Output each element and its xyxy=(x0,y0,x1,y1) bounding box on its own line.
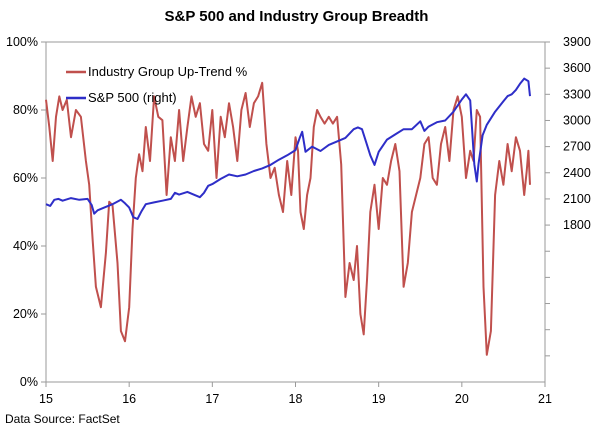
left-tick-label: 60% xyxy=(13,171,38,185)
right-tick-label: 1800 xyxy=(563,218,591,232)
x-tick-label: 21 xyxy=(538,392,552,406)
legend: Industry Group Up-Trend % S&P 500 (right… xyxy=(66,64,248,105)
right-tick-label: 3000 xyxy=(563,113,591,127)
series-layer xyxy=(45,77,531,356)
right-tick-label: 2100 xyxy=(563,192,591,206)
x-tick-label: 17 xyxy=(205,392,219,406)
legend-label-sp500: S&P 500 (right) xyxy=(88,90,177,105)
source-note: Data Source: FactSet xyxy=(5,412,120,426)
right-axis: 1800 2100 2400 2700 3000 3300 3600 3900 xyxy=(545,35,591,357)
left-tick-label: 100% xyxy=(6,35,38,49)
right-tick-label: 3300 xyxy=(563,87,591,101)
left-tick-label: 80% xyxy=(13,103,38,117)
legend-label-uptrend: Industry Group Up-Trend % xyxy=(88,64,248,79)
x-tick-label: 18 xyxy=(289,392,303,406)
right-tick-label: 3900 xyxy=(563,35,591,49)
x-tick-label: 15 xyxy=(39,392,53,406)
right-tick-label: 2400 xyxy=(563,166,591,180)
right-tick-label: 2700 xyxy=(563,140,591,154)
left-axis: 0% 20% 40% 60% 80% 100% xyxy=(6,35,46,389)
x-tick-label: 20 xyxy=(455,392,469,406)
right-tick-label: 3600 xyxy=(563,61,591,75)
series-line-uptrend xyxy=(45,81,531,356)
x-tick-label: 16 xyxy=(122,392,136,406)
chart-title: S&P 500 and Industry Group Breadth xyxy=(164,8,429,25)
left-tick-label: 40% xyxy=(13,239,38,253)
x-tick-label: 19 xyxy=(372,392,386,406)
left-tick-label: 20% xyxy=(13,307,38,321)
left-tick-label: 0% xyxy=(20,375,38,389)
series-line-sp500 xyxy=(45,77,531,220)
x-axis: 15 16 17 18 19 20 21 xyxy=(39,382,552,406)
